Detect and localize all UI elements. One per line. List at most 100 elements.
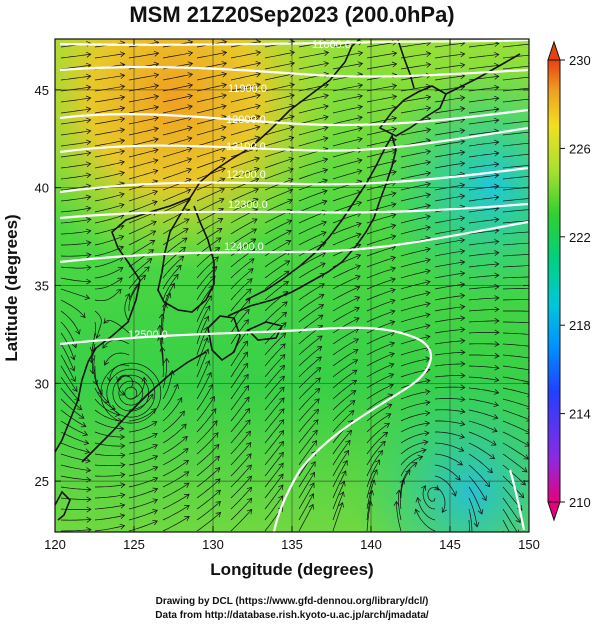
streamline xyxy=(162,516,190,532)
streamline xyxy=(502,43,529,48)
colorbar-scale xyxy=(547,59,561,503)
streamline xyxy=(230,442,252,466)
streamline xyxy=(230,408,250,433)
streamline xyxy=(264,240,291,257)
streamline-arrow xyxy=(346,429,352,436)
streamline xyxy=(298,409,319,433)
streamline-arrow xyxy=(459,182,466,189)
streamline-arrow xyxy=(411,462,418,468)
streamline xyxy=(366,299,396,312)
streamline xyxy=(128,258,153,279)
streamline xyxy=(124,293,130,323)
streamline xyxy=(502,276,529,279)
streamline xyxy=(366,321,395,334)
streamline-arrow xyxy=(455,475,461,481)
streamline-arrow xyxy=(367,500,373,507)
streamline-arrow xyxy=(85,73,92,80)
streamline xyxy=(264,365,285,389)
streamline-arrow xyxy=(85,172,92,179)
streamline xyxy=(332,491,344,521)
streamline-arrow xyxy=(119,84,126,90)
streamline-arrow xyxy=(248,268,254,274)
streamline xyxy=(468,252,499,257)
streamline xyxy=(502,231,529,235)
streamline xyxy=(502,142,529,147)
streamline xyxy=(196,372,212,400)
streamline-arrow xyxy=(255,114,261,121)
streamline xyxy=(264,473,284,499)
streamline xyxy=(468,141,499,147)
streamline-arrow xyxy=(243,362,249,369)
vortex-ring xyxy=(118,380,144,406)
streamline xyxy=(60,75,91,81)
colorbar-tick-label: 214 xyxy=(569,407,591,422)
streamline-arrow xyxy=(279,386,285,392)
streamline-arrow xyxy=(459,259,466,266)
streamline xyxy=(434,340,465,345)
streamline-arrow xyxy=(119,425,125,432)
streamline xyxy=(196,105,227,114)
streamline-arrow xyxy=(152,432,158,438)
streamline-arrow xyxy=(425,290,431,297)
streamline xyxy=(230,351,248,378)
streamline xyxy=(128,117,159,125)
streamline-arrow xyxy=(288,167,294,173)
streamline xyxy=(434,363,465,367)
streamline xyxy=(162,494,190,510)
streamline xyxy=(264,281,289,301)
streamline-arrow xyxy=(244,407,251,414)
streamline-arrow xyxy=(118,224,125,230)
streamline-arrow xyxy=(389,309,396,315)
streamline-arrow xyxy=(319,272,326,278)
streamline-arrow xyxy=(70,376,76,382)
streamline-arrow xyxy=(494,172,500,179)
streamline xyxy=(230,419,251,444)
streamline xyxy=(366,95,397,103)
streamline-arrow xyxy=(424,410,431,417)
streamline xyxy=(128,149,159,158)
streamline-arrow xyxy=(153,147,159,154)
streamline-arrow xyxy=(184,516,190,522)
streamline-arrow xyxy=(152,455,159,461)
streamline-arrow xyxy=(459,62,466,69)
streamline-arrow xyxy=(318,304,325,310)
streamline xyxy=(94,310,102,339)
streamline-arrow xyxy=(322,178,328,185)
streamline xyxy=(332,63,363,70)
streamline-arrow xyxy=(255,82,261,89)
streamline-arrow xyxy=(357,82,364,89)
streamline xyxy=(162,228,189,246)
streamline-arrow xyxy=(149,240,156,246)
streamline xyxy=(128,466,158,477)
streamline xyxy=(60,343,75,372)
streamline-arrow xyxy=(388,373,395,379)
streamline xyxy=(417,497,436,521)
streamline xyxy=(468,64,499,70)
streamline xyxy=(468,409,498,419)
streamline-arrow xyxy=(82,430,89,437)
streamline xyxy=(264,51,295,59)
streamline-arrow xyxy=(173,273,179,280)
streamline-arrow xyxy=(460,326,466,333)
y-tick-label: 40 xyxy=(35,181,49,196)
streamline xyxy=(298,377,321,400)
streamline xyxy=(162,246,186,268)
streamline xyxy=(230,228,257,246)
streamline xyxy=(162,218,190,235)
streamline xyxy=(230,258,255,279)
streamline xyxy=(400,85,431,92)
streamline xyxy=(298,293,325,312)
streamline-arrow xyxy=(385,413,392,419)
streamline-arrow xyxy=(425,334,431,341)
streamline-arrow xyxy=(425,214,431,220)
streamline xyxy=(298,105,329,114)
streamline-arrow xyxy=(459,281,466,288)
streamline xyxy=(128,266,150,290)
streamline xyxy=(400,53,431,59)
streamline xyxy=(468,420,498,432)
streamline-arrow xyxy=(494,40,500,47)
streamline-arrow xyxy=(390,255,397,262)
x-tick-label: 150 xyxy=(518,537,540,552)
streamline xyxy=(230,330,249,356)
streamline xyxy=(162,460,189,477)
